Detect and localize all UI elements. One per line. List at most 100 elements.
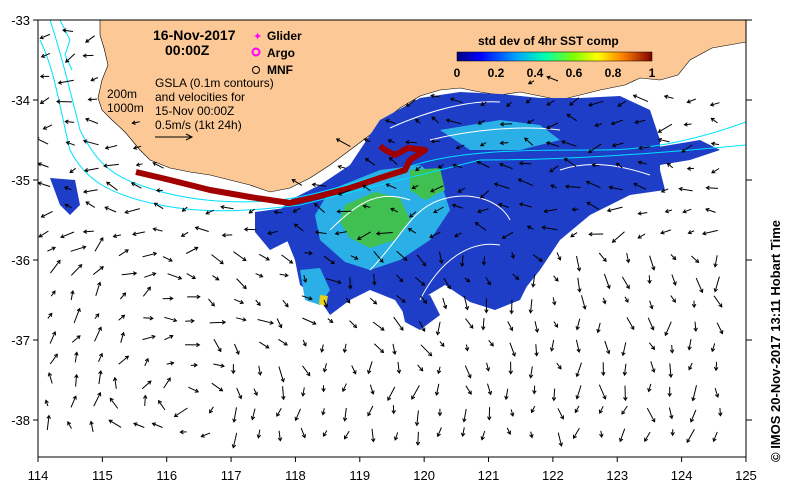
velocity-arrow-icon (691, 385, 697, 402)
velocity-arrow-icon (670, 295, 676, 303)
velocity-arrow-icon (594, 122, 603, 128)
velocity-arrow-icon (556, 252, 562, 261)
velocity-arrow-icon (255, 299, 261, 307)
velocity-arrow-icon (391, 405, 396, 415)
velocity-arrow-icon (599, 430, 604, 439)
velocity-arrow-icon (683, 122, 692, 127)
velocity-arrow-icon (104, 145, 118, 150)
velocity-arrow-icon (292, 207, 301, 213)
velocity-arrow-icon (372, 273, 377, 286)
velocity-arrow-icon (233, 251, 247, 262)
velocity-arrow-icon (574, 405, 580, 414)
y-tick-label: -36 (11, 253, 30, 268)
velocity-arrow-icon (637, 233, 646, 239)
velocity-arrow-icon (188, 386, 200, 393)
velocity-arrow-icon (556, 362, 562, 370)
velocity-arrow-icon (712, 431, 718, 443)
velocity-arrow-icon (258, 253, 270, 261)
velocity-arrow-icon (87, 97, 98, 102)
velocity-arrow-icon (40, 52, 51, 58)
velocity-arrow-icon (387, 139, 395, 144)
velocity-arrow-icon (588, 143, 602, 153)
velocity-arrow-icon (420, 295, 427, 304)
velocity-arrow-icon (621, 405, 628, 415)
velocity-arrow-icon (47, 246, 56, 252)
velocity-arrow-icon (414, 410, 420, 427)
velocity-arrow-icon (194, 226, 209, 232)
velocity-arrow-icon (608, 185, 623, 191)
velocity-arrow-icon (512, 273, 520, 280)
velocity-arrow-icon (553, 275, 559, 282)
velocity-arrow-icon (342, 383, 347, 393)
velocity-arrow-icon (550, 184, 557, 189)
velocity-arrow-icon (705, 185, 718, 191)
velocity-arrow-icon (443, 277, 451, 290)
velocity-arrow-icon (322, 430, 328, 437)
velocity-arrow-icon (526, 225, 534, 230)
velocity-arrow-icon (300, 427, 306, 439)
velocity-arrow-icon (279, 273, 289, 278)
velocity-arrow-icon (576, 255, 582, 272)
velocity-arrow-icon (144, 272, 157, 278)
velocity-arrow-icon (464, 344, 470, 352)
velocity-arrow-icon (487, 383, 493, 396)
credit-text: © IMOS 20-Nov-2017 13:11 Hobart Time (768, 220, 783, 462)
velocity-arrow-icon (416, 254, 427, 267)
velocity-arrow-icon (94, 236, 104, 252)
velocity-arrow-icon (267, 230, 278, 236)
velocity-arrow-icon (695, 277, 704, 294)
x-tick-label: 123 (606, 468, 628, 483)
velocity-arrow-icon (546, 122, 559, 130)
velocity-arrow-icon (541, 225, 558, 231)
colorbar-gradient (456, 51, 653, 62)
velocity-arrow-icon (563, 157, 577, 167)
velocity-arrow-icon (294, 408, 301, 422)
colorbar-tick-label: 0.2 (488, 66, 505, 80)
velocity-arrow-icon (713, 255, 718, 268)
velocity-arrow-icon (646, 407, 656, 423)
x-tick-label: 122 (542, 468, 564, 483)
velocity-arrow-icon (477, 208, 489, 214)
velocity-arrow-icon (181, 206, 188, 212)
velocity-arrow-icon (657, 137, 670, 143)
velocity-arrow-icon (143, 315, 154, 321)
velocity-arrow-icon (322, 363, 328, 373)
velocity-arrow-icon (670, 254, 677, 261)
velocity-arrow-icon (234, 343, 240, 356)
velocity-arrow-icon (575, 318, 581, 331)
velocity-arrow-icon (598, 252, 607, 263)
velocity-arrow-icon (74, 373, 79, 387)
velocity-arrow-icon (395, 295, 406, 303)
velocity-arrow-icon (710, 117, 718, 124)
velocity-arrow-icon (529, 431, 534, 439)
velocity-arrow-icon (408, 211, 417, 218)
velocity-arrow-icon (243, 227, 257, 232)
velocity-arrow-icon (293, 223, 304, 232)
velocity-arrow-icon (276, 407, 282, 417)
velocity-arrow-icon (622, 363, 628, 377)
velocity-arrow-icon (602, 297, 607, 305)
velocity-arrow-icon (302, 275, 308, 284)
velocity-arrow-icon (162, 296, 174, 301)
velocity-arrow-icon (82, 189, 98, 194)
velocity-arrow-icon (93, 391, 102, 407)
velocity-arrow-icon (464, 365, 472, 379)
velocity-arrow-icon (350, 255, 359, 260)
velocity-arrow-icon (649, 300, 654, 310)
velocity-arrow-icon (220, 205, 234, 210)
velocity-arrow-icon (687, 230, 695, 235)
velocity-arrow-icon (64, 203, 72, 209)
velocity-arrow-icon (663, 94, 674, 99)
velocity-arrow-icon (588, 100, 604, 107)
velocity-arrow-icon (619, 428, 626, 443)
marker-legend: ✦ Glider Argo MNF (251, 29, 302, 77)
velocity-arrow-icon (278, 338, 288, 346)
velocity-arrow-icon (718, 408, 723, 417)
velocity-arrow-icon (564, 184, 581, 189)
velocity-arrow-icon (534, 321, 540, 333)
velocity-arrow-icon (561, 140, 577, 147)
velocity-arrow-icon (94, 326, 102, 342)
y-tick-label: -33 (11, 13, 30, 28)
velocity-arrow-icon (465, 318, 474, 329)
velocity-arrow-icon (667, 386, 672, 398)
